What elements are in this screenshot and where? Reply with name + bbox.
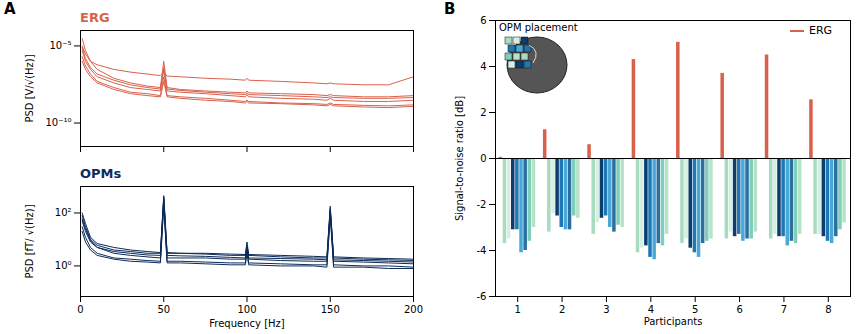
- svg-text:Frequency [Hz]: Frequency [Hz]: [209, 318, 285, 329]
- svg-text:0: 0: [77, 304, 83, 315]
- svg-text:10²: 10²: [55, 207, 72, 218]
- svg-text:2: 2: [559, 304, 565, 315]
- html-text:A: A: [4, 0, 16, 18]
- html-text:B: B: [444, 0, 456, 18]
- svg-text:1: 1: [515, 304, 521, 315]
- svg-text:-4: -4: [477, 245, 487, 256]
- svg-text:10⁻¹⁰: 10⁻¹⁰: [45, 117, 71, 128]
- svg-text:100: 100: [237, 304, 256, 315]
- svg-text:8: 8: [825, 304, 831, 315]
- svg-text:Participants: Participants: [644, 316, 703, 327]
- svg-text:200: 200: [404, 304, 423, 315]
- svg-text:6: 6: [480, 15, 486, 26]
- svg-text:7: 7: [781, 304, 787, 315]
- svg-text:0: 0: [480, 153, 486, 164]
- svg-text:10⁻⁵: 10⁻⁵: [49, 40, 71, 51]
- svg-text:4: 4: [480, 61, 486, 72]
- svg-text:10⁰: 10⁰: [55, 260, 72, 271]
- svg-text:4: 4: [648, 304, 654, 315]
- svg-text:3: 3: [603, 304, 609, 315]
- html-text:ERG: ERG: [80, 10, 110, 25]
- svg-text:Signal-to-noise ratio [dB]: Signal-to-noise ratio [dB]: [454, 96, 465, 221]
- svg-text:-6: -6: [477, 291, 487, 302]
- svg-text:150: 150: [321, 304, 340, 315]
- html-text:OPM placement: OPM placement: [499, 22, 578, 33]
- html-text:ERG: ERG: [809, 24, 833, 37]
- svg-text:2: 2: [480, 107, 486, 118]
- html-text:OPMs: OPMs: [80, 166, 122, 181]
- svg-text:PSD [V/√(Hz)]: PSD [V/√(Hz)]: [24, 54, 35, 122]
- svg-text:50: 50: [157, 304, 170, 315]
- svg-text:PSD [fT/ √(Hz)]: PSD [fT/ √(Hz)]: [24, 204, 35, 278]
- svg-text:-2: -2: [477, 199, 487, 210]
- svg-text:5: 5: [692, 304, 698, 315]
- svg-text:6: 6: [736, 304, 742, 315]
